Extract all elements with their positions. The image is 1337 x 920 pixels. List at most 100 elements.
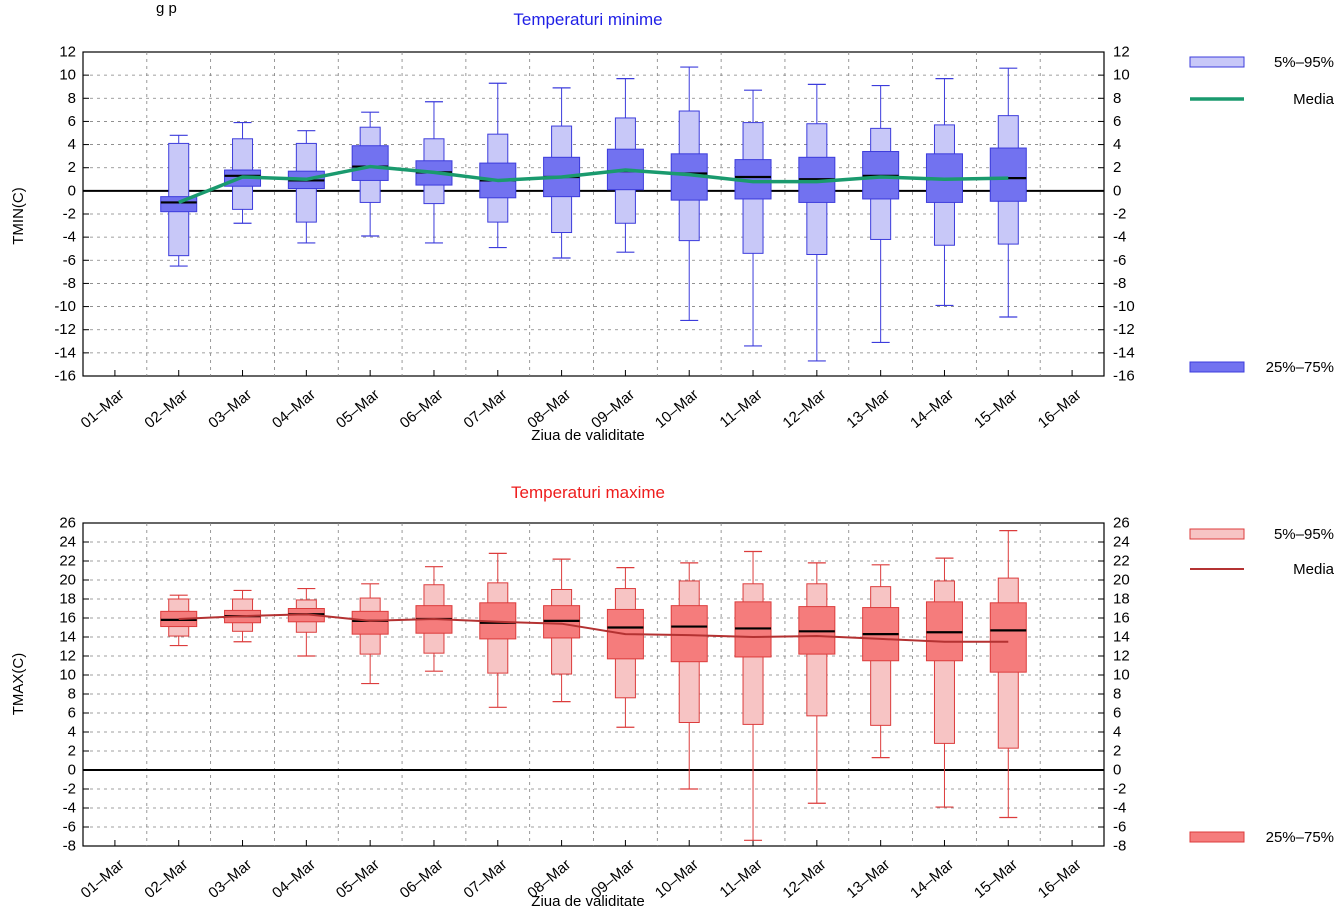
y-tick-label-right: 4	[1113, 136, 1121, 153]
y-tick-label-right: 18	[1113, 591, 1130, 608]
y-tick-label-left: -10	[54, 298, 76, 315]
x-axis-label: Ziua de validitate	[531, 893, 644, 910]
x-tick-label: 10–Mar	[652, 856, 702, 902]
x-tick-label: 10–Mar	[652, 386, 702, 432]
x-tick-label: 12–Mar	[780, 856, 830, 902]
legend-swatch-25-75	[1189, 361, 1245, 373]
x-tick-label: 02–Mar	[141, 856, 191, 902]
y-tick-label-left: 4	[68, 136, 76, 153]
y-tick-label-left: 2	[68, 743, 76, 760]
chart-temperaturi-maxime: Temperaturi maxime TMAX(C) Ziua de valid…	[10, 483, 1335, 910]
y-tick-label-left: 8	[68, 90, 76, 107]
box-group	[479, 552, 517, 708]
box-25-75	[989, 147, 1027, 202]
legend-label-media: Media	[1293, 91, 1335, 108]
box-group	[479, 82, 517, 249]
y-tick-label-right: -6	[1113, 819, 1126, 836]
x-tick-label: 05–Mar	[333, 856, 383, 902]
box-group	[224, 121, 262, 224]
y-tick-label-left: 20	[59, 572, 76, 589]
box-group	[351, 111, 389, 237]
box-group	[160, 594, 198, 647]
legend-swatch-5-95	[1189, 528, 1245, 540]
y-tick-label-left: 26	[59, 515, 76, 532]
y-tick-label-right: -6	[1113, 252, 1126, 269]
legend-label-media: Media	[1293, 561, 1335, 578]
y-tick-label-right: 0	[1113, 762, 1121, 779]
y-tick-label-right: 16	[1113, 610, 1130, 627]
y-tick-label-right: 26	[1113, 515, 1130, 532]
box-25-75	[670, 605, 708, 663]
box-group	[989, 529, 1027, 819]
x-tick-label: 01–Mar	[78, 856, 128, 902]
legend: 5%–95% Media 25%–75%	[1189, 54, 1335, 376]
x-tick-label: 03–Mar	[205, 386, 255, 432]
box-25-75	[351, 145, 389, 181]
y-tick-label-left: 2	[68, 159, 76, 176]
box-group	[989, 67, 1027, 318]
legend-label-25-75: 25%–75%	[1266, 829, 1334, 846]
legend: 5%–95% Media 25%–75%	[1189, 526, 1335, 846]
figure-header: g p	[156, 0, 177, 17]
box-group	[670, 562, 708, 790]
legend-label-5-95: 5%–95%	[1274, 526, 1334, 543]
y-axis-label: TMIN(C)	[10, 187, 27, 244]
y-tick-label-right: 8	[1113, 686, 1121, 703]
y-tick-label-left: 4	[68, 724, 76, 741]
y-tick-label-right: 2	[1113, 743, 1121, 760]
y-tick-label-left: 12	[59, 648, 76, 665]
x-tick-label: 07–Mar	[460, 856, 510, 902]
y-tick-label-left: 0	[68, 762, 76, 779]
y-tick-label-left: -4	[63, 229, 76, 246]
y-tick-label-left: -2	[63, 781, 76, 798]
mean-line	[178, 613, 1009, 643]
y-tick-label-left: 8	[68, 686, 76, 703]
y-tick-label-right: -2	[1113, 781, 1126, 798]
x-tick-label: 12–Mar	[780, 386, 830, 432]
x-tick-label: 06–Mar	[397, 856, 447, 902]
x-tick-label: 06–Mar	[397, 386, 447, 432]
y-tick-label-left: -12	[54, 321, 76, 338]
box-group	[925, 78, 963, 307]
chart-temperaturi-minime: Temperaturi minime TMIN(C) Ziua de valid…	[10, 10, 1335, 444]
chart-title: Temperaturi maxime	[511, 483, 665, 502]
legend-swatch-5-95	[1189, 56, 1245, 68]
box-group	[606, 567, 644, 728]
y-tick-label-right: 24	[1113, 534, 1130, 551]
x-tick-label: 01–Mar	[78, 386, 128, 432]
box-group	[798, 83, 836, 362]
box-group	[798, 562, 836, 804]
chart-title: Temperaturi minime	[513, 10, 662, 29]
y-tick-label-right: -8	[1113, 838, 1126, 855]
y-tick-label-left: 24	[59, 534, 76, 551]
x-tick-label: 13–Mar	[843, 856, 893, 902]
x-tick-label: 16–Mar	[1035, 386, 1085, 432]
box-group	[543, 558, 581, 703]
y-tick-label-right: -4	[1113, 800, 1126, 817]
x-tick-label: 11–Mar	[717, 386, 766, 431]
y-tick-label-left: 16	[59, 610, 76, 627]
box-25-75	[989, 602, 1027, 673]
y-tick-label-right: -16	[1113, 368, 1135, 385]
y-tick-label-left: 22	[59, 553, 76, 570]
y-tick-label-right: 10	[1113, 67, 1130, 84]
box-group	[670, 66, 708, 322]
box-group	[287, 130, 325, 244]
x-tick-label: 14–Mar	[907, 386, 957, 432]
y-tick-label-right: -14	[1113, 344, 1135, 361]
x-tick-label: 13–Mar	[843, 386, 893, 432]
box-25-75	[351, 610, 389, 635]
x-tick-label: 04–Mar	[269, 856, 319, 902]
y-tick-label-right: -8	[1113, 275, 1126, 292]
y-tick-label-left: -6	[63, 252, 76, 269]
x-tick-label: 11–Mar	[717, 856, 766, 901]
y-tick-label-right: -4	[1113, 229, 1126, 246]
y-tick-label-left: -4	[63, 800, 76, 817]
x-tick-label: 02–Mar	[141, 386, 191, 432]
y-tick-label-left: -8	[63, 275, 76, 292]
x-tick-label: 09–Mar	[588, 386, 638, 432]
y-tick-label-left: 6	[68, 705, 76, 722]
legend-label-25-75: 25%–75%	[1266, 359, 1334, 376]
